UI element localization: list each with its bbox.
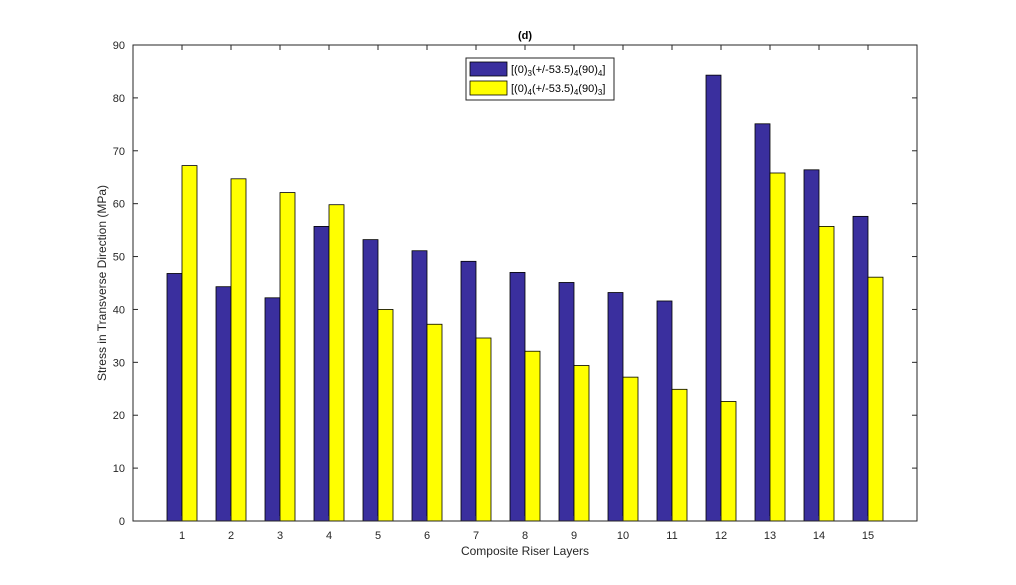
x-tick-label: 6	[424, 530, 430, 542]
bar-series-2-layer-13	[769, 172, 786, 522]
x-tick-label: 13	[764, 530, 776, 542]
bar-series-2-layer-11	[671, 388, 688, 522]
bar-series-1-layer-4	[313, 226, 330, 522]
x-tick-label: 1	[179, 530, 185, 542]
bar-series-2-layer-4	[328, 204, 345, 522]
bar-series-2-layer-15	[867, 276, 884, 522]
bar-series-1-layer-12	[705, 74, 722, 522]
bar-series-1-layer-2	[215, 286, 232, 522]
bar-series-2-layer-1	[181, 165, 198, 522]
bar-series-2-layer-7	[475, 337, 492, 522]
bar-series-2-layer-10	[622, 376, 639, 522]
bar-series-1-layer-9	[558, 282, 575, 522]
chart-title: (d)	[518, 30, 532, 42]
bar-series-2-layer-5	[377, 309, 394, 522]
x-tick-label: 15	[862, 530, 874, 542]
legend: [(0)3(+/-53.5)4(90)4] [(0)4(+/-53.5)4(90)…	[465, 57, 615, 101]
x-tick-label: 9	[571, 530, 577, 542]
y-tick-label: 70	[113, 146, 125, 158]
y-tick-label: 80	[113, 93, 125, 105]
bar-series-2-layer-12	[720, 401, 737, 522]
x-tick-label: 2	[228, 530, 234, 542]
legend-entry-1: [(0)3(+/-53.5)4(90)4]	[511, 64, 605, 78]
y-tick-label: 40	[113, 304, 125, 316]
x-tick-label: 3	[277, 530, 283, 542]
bar-series-1-layer-14	[803, 169, 820, 522]
bar-series-1-layer-7	[460, 260, 477, 522]
bar-series-1-layer-15	[852, 215, 869, 522]
y-tick-label: 60	[113, 199, 125, 211]
x-axis-label: Composite Riser Layers	[461, 544, 589, 558]
x-tick-label: 14	[813, 530, 825, 542]
x-tick-label: 4	[326, 530, 332, 542]
bar-series-2-layer-6	[426, 323, 443, 522]
x-tick-label: 8	[522, 530, 528, 542]
y-tick-label: 10	[113, 463, 125, 475]
y-tick-label: 20	[113, 410, 125, 422]
bar-series-1-layer-10	[607, 292, 624, 522]
bar-series-2-layer-9	[573, 365, 590, 522]
bar-series-1-layer-3	[264, 297, 281, 522]
x-tick-label: 7	[473, 530, 479, 542]
bar-series-1-layer-8	[509, 272, 526, 522]
bar-series-2-layer-14	[818, 226, 835, 522]
x-tick-label: 10	[617, 530, 629, 542]
bar-series-2-layer-2	[230, 178, 247, 522]
bar-series-1-layer-5	[362, 239, 379, 522]
legend-swatch	[469, 61, 508, 77]
bar-series-1-layer-13	[754, 123, 771, 522]
legend-entry-2: [(0)4(+/-53.5)4(90)3]	[511, 83, 605, 97]
y-axis-label: Stress in Transverse Direction (MPa)	[95, 185, 109, 381]
y-tick-label: 0	[119, 516, 125, 528]
x-tick-label: 11	[666, 530, 677, 542]
bar-series-1-layer-6	[411, 250, 428, 522]
bar-series-2-layer-8	[524, 350, 541, 522]
bar-series-1-layer-1	[166, 273, 183, 522]
y-tick-label: 50	[113, 252, 125, 264]
x-tick-label: 5	[375, 530, 381, 542]
bar-series-2-layer-3	[279, 192, 296, 522]
y-tick-label: 90	[113, 40, 125, 52]
x-tick-label: 12	[715, 530, 727, 542]
y-tick-label: 30	[113, 357, 125, 369]
legend-swatch	[469, 80, 508, 96]
bar-series-1-layer-11	[656, 300, 673, 522]
